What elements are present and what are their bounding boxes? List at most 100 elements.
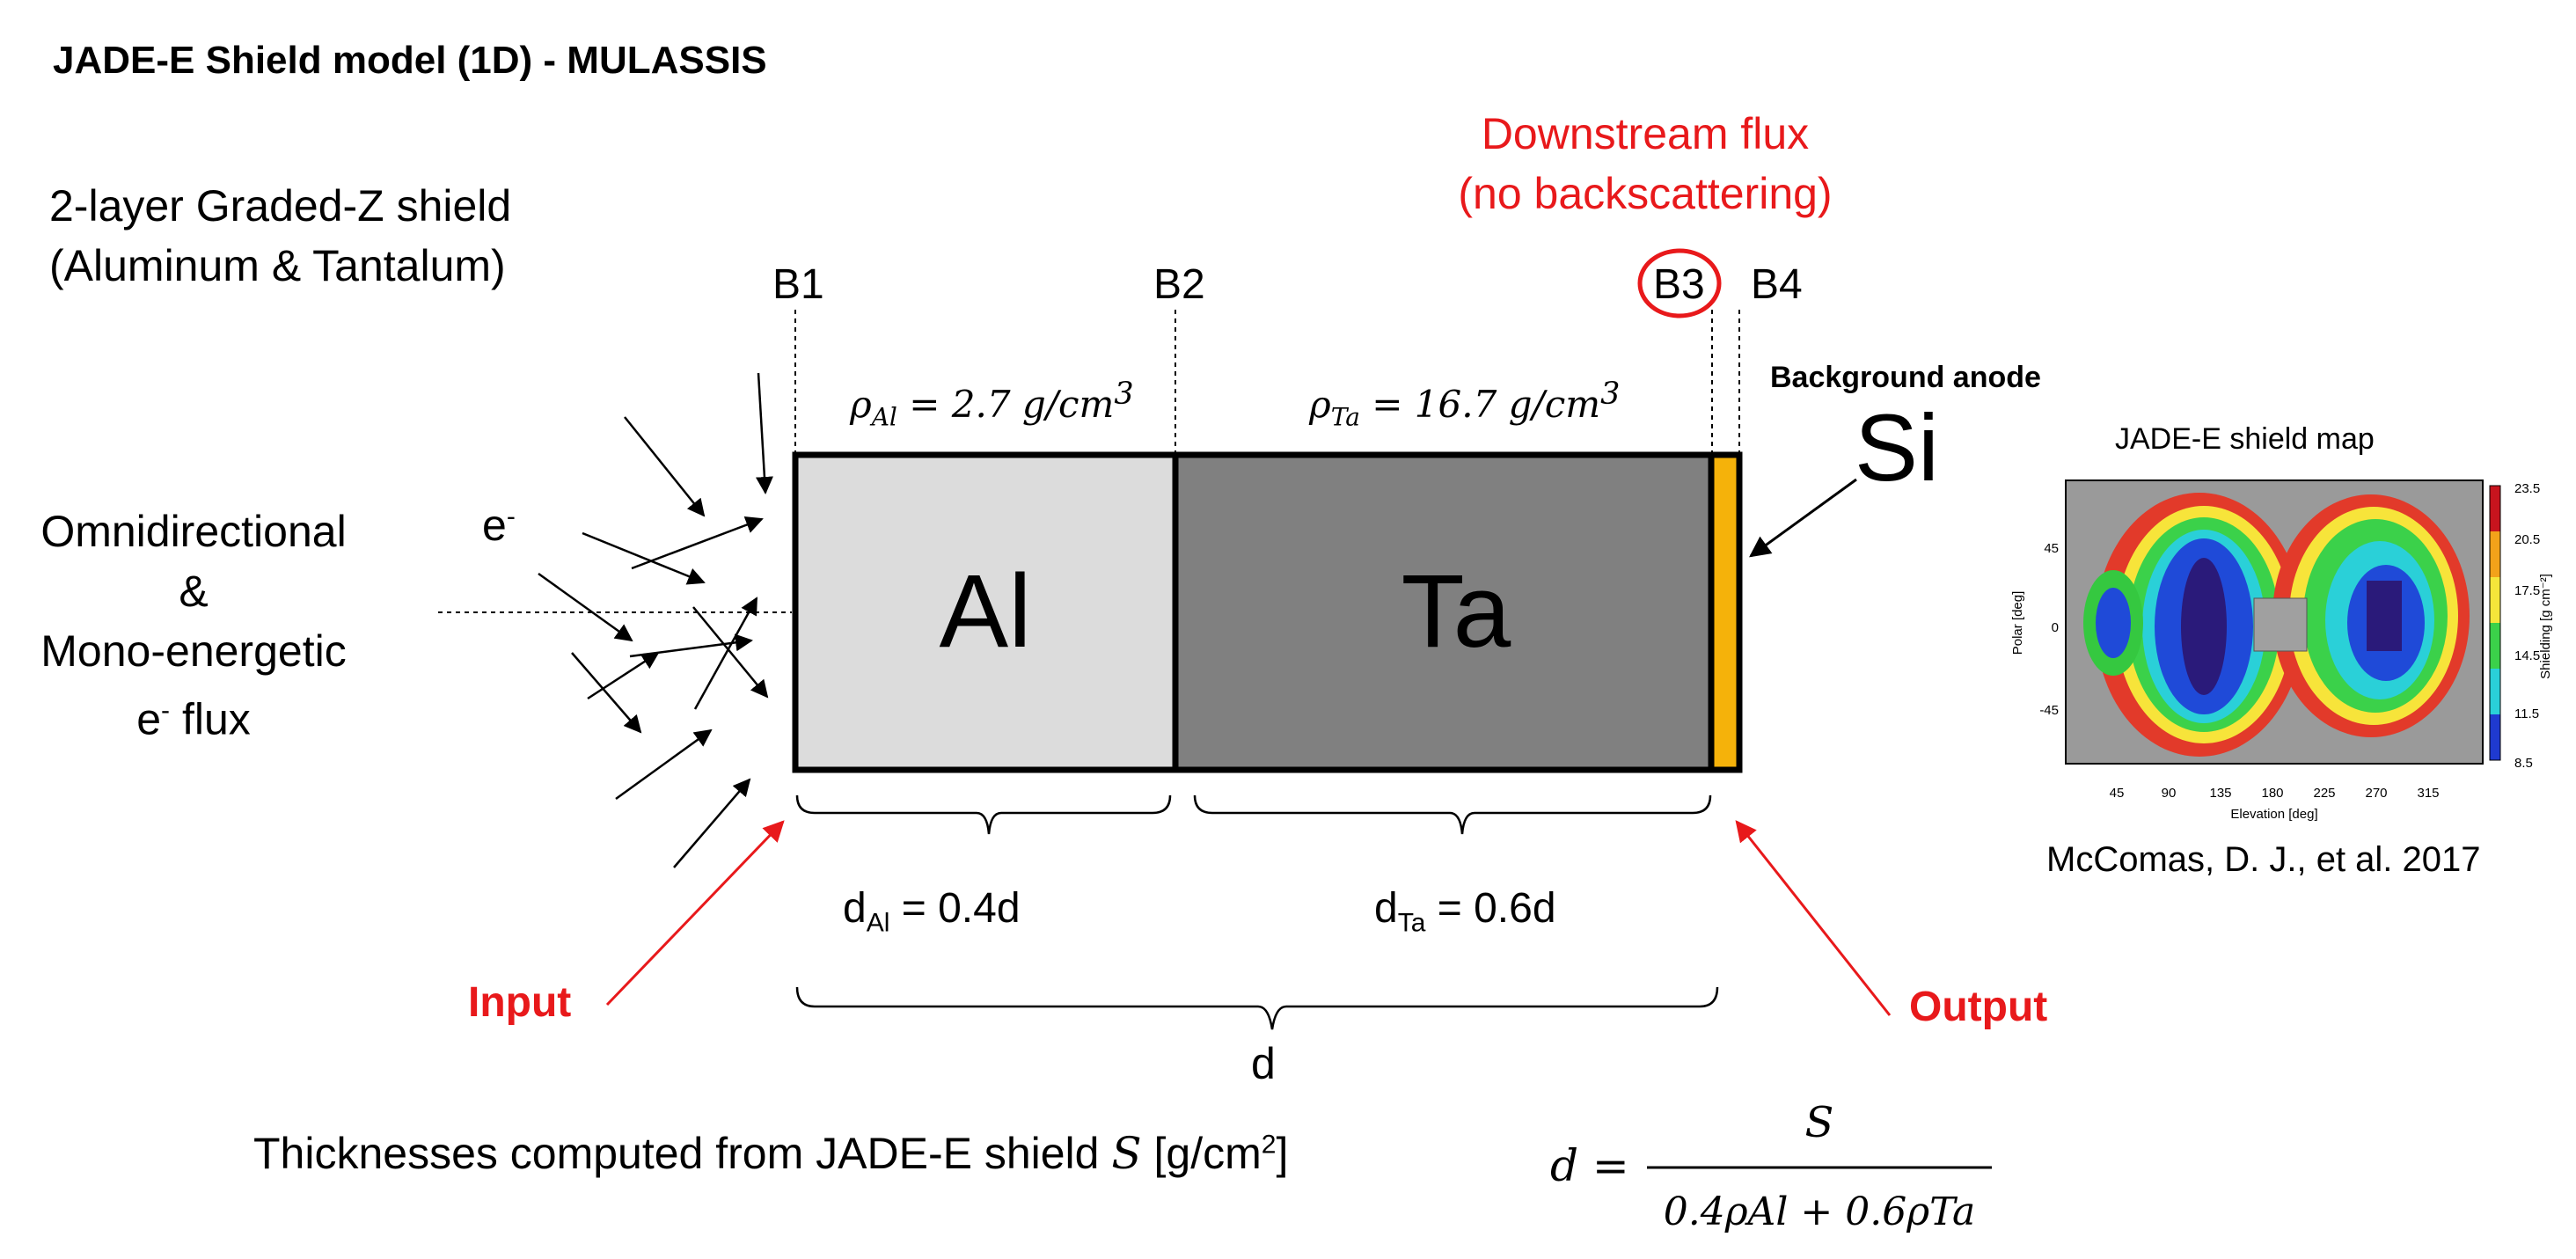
boundary-b2-label: B2 (1153, 261, 1205, 308)
si-arrow (1749, 478, 1857, 558)
al-thickness-subscript: Al (866, 908, 890, 938)
formula-denominator: 0.4ρAl + 0.6ρTa (1664, 1189, 1976, 1234)
ta-layer (1172, 451, 1715, 773)
shield-map-title: JADE-E shield map (2115, 422, 2375, 456)
al-thickness-value: = 0.4d (889, 885, 1021, 932)
al-density-label: ρAl = 2.7 g/cm3 (850, 377, 1134, 431)
downstream-flux-line2: (no backscattering) (1458, 169, 1833, 218)
ta-symbol: Ta (1401, 553, 1511, 670)
colorbar-segment (2490, 669, 2500, 714)
shield-description: 2-layer Graded-Z shield (Aluminum & Tant… (49, 176, 511, 296)
colorbar-tick: 23.5 (2514, 481, 2540, 496)
map-x-tick: 45 (2110, 786, 2125, 801)
thickness-explanation-var: S (1111, 1128, 1142, 1179)
total-thickness-label: d (1251, 1039, 1276, 1088)
ta-density-symbol: ρ (1309, 383, 1331, 426)
background-anode-label: Background anode (1770, 361, 2041, 394)
electron-minus: - (506, 501, 516, 531)
al-thickness-label: dAl = 0.4d (843, 884, 1021, 939)
shield-description-line2: (Aluminum & Tantalum) (49, 241, 506, 290)
colorbar-segment (2490, 714, 2500, 760)
formula-lhs: d = (1550, 1140, 1629, 1191)
al-density-symbol: ρ (850, 383, 872, 426)
thickness-explanation-close: ] (1276, 1129, 1289, 1178)
electron-arrow (624, 416, 706, 517)
electron-arrow (587, 651, 660, 700)
page-title: JADE-E Shield model (1D) - MULASSIS (53, 39, 767, 82)
ta-density-label: ρTa = 16.7 g/cm3 (1309, 377, 1620, 431)
ta-thickness-label: dTa = 0.6d (1374, 884, 1556, 939)
map-x-tick: 90 (2162, 786, 2177, 801)
colorbar-segment (2490, 577, 2500, 623)
al-density-exponent: 3 (1114, 377, 1134, 412)
boundary-b3-label: B3 (1653, 261, 1705, 308)
ta-density-exponent: 3 (1600, 377, 1621, 412)
thickness-explanation: Thicknesses computed from JADE-E shield … (253, 1128, 1288, 1179)
electron-arrow (582, 531, 706, 585)
input-label: Input (468, 979, 572, 1026)
map-y-label: Polar [deg] (2010, 591, 2025, 655)
colorbar-tick: 20.5 (2514, 532, 2540, 547)
thickness-explanation-unit: [g/cm (1141, 1129, 1262, 1178)
map-blob-blue-edge (2096, 588, 2131, 658)
boundary-b4-label: B4 (1751, 261, 1803, 308)
ta-density-subscript: Ta (1330, 402, 1360, 432)
al-density-subscript: Al (871, 402, 897, 432)
flux-line4: e- flux (18, 681, 370, 750)
electron-arrow (629, 633, 753, 658)
thickness-formula: d = S 0.4ρAl + 0.6ρTa (1550, 1098, 1992, 1234)
al-density-value: = 2.7 g/cm (909, 383, 1115, 426)
colorbar-segment (2490, 623, 2500, 669)
output-arrow (1735, 820, 1892, 1016)
colorbar-tick: 8.5 (2514, 756, 2533, 771)
formula-numerator: S (1805, 1098, 1834, 1147)
flux-description: Omnidirectional & Mono-energetic e- flux (18, 501, 370, 750)
input-arrow (605, 820, 785, 1006)
b3-highlight-circle (1637, 248, 1722, 318)
flux-line4-e: e (136, 694, 162, 744)
flux-line2: & (179, 567, 209, 616)
shield-map-caption: McComas, D. J., et al. 2017 (2046, 840, 2481, 879)
braces (795, 794, 1719, 1030)
thickness-explanation-exp: 2 (1261, 1130, 1277, 1160)
si-label: Si (1855, 394, 1940, 501)
electron-arrow (615, 728, 713, 801)
ta-thickness-subscript: Ta (1397, 908, 1426, 938)
al-brace (795, 794, 1172, 835)
map-x-tick: 225 (2313, 786, 2335, 801)
colorbar-segment (2490, 531, 2500, 577)
electron-arrow (755, 372, 773, 494)
map-x-tick: 270 (2365, 786, 2387, 801)
electron-symbol: e (482, 501, 507, 550)
electron-arrow (571, 652, 642, 734)
flux-line4-text: flux (170, 694, 251, 744)
map-blob-navy-left (2181, 558, 2227, 695)
colorbar-frame (2489, 485, 2501, 761)
map-x-tick: 180 (2261, 786, 2283, 801)
incoming-electron-arrows (538, 372, 773, 868)
thickness-explanation-text: Thicknesses computed from JADE-E shield (253, 1129, 1112, 1178)
colorbar-tick: 11.5 (2514, 706, 2539, 721)
map-y-tick: 0 (2052, 620, 2059, 635)
flux-line1: Omnidirectional (40, 507, 347, 556)
colorbar-tick: 14.5 (2514, 648, 2540, 663)
map-y-tick: -45 (2039, 703, 2059, 718)
colorbar-tick: 17.5 (2514, 583, 2540, 598)
output-label: Output (1909, 984, 2048, 1030)
flux-line3: Mono-energetic (40, 626, 347, 676)
colorbar-segment (2490, 486, 2500, 531)
al-thickness-d: d (843, 885, 867, 932)
ta-density-value: = 16.7 g/cm (1372, 383, 1601, 426)
map-y-tick: 45 (2044, 541, 2059, 556)
flux-line4-minus: - (161, 696, 171, 725)
background-anode (1708, 451, 1743, 773)
ta-brace (1193, 794, 1712, 835)
boundary-b1-label: B1 (772, 261, 824, 308)
map-x-tick: 135 (2209, 786, 2231, 801)
electron-arrow (673, 778, 751, 868)
ta-thickness-d: d (1374, 885, 1398, 932)
electron-arrow (693, 597, 758, 710)
map-x-tick: 315 (2417, 786, 2439, 801)
map-blob-navy-right (2367, 581, 2402, 651)
shield-map: 23.5 20.5 17.5 14.5 11.5 8.5 Shielding [… (2010, 479, 2553, 822)
